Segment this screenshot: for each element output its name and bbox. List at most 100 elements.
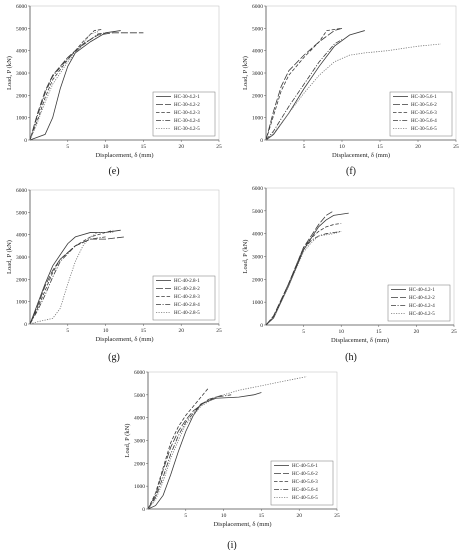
series-line-HC-40-2.8-5 (29, 232, 114, 325)
legend-label: HC-30-5.6-3 (411, 111, 437, 116)
x-tick-label: 10 (338, 329, 344, 335)
legend-box (152, 91, 216, 137)
x-tick-label: 5 (66, 328, 69, 334)
series-line-HC-40-2.8-4 (29, 236, 106, 325)
series-line-HC-30-4.2-5 (29, 31, 99, 141)
legend-box (152, 275, 216, 321)
y-tick-label: 0 (24, 322, 27, 328)
series-line-HC-30-5.6-3 (265, 27, 343, 141)
chart-panel-1: 0 1000 2000 3000 4000 5000 6000 5 10 15 20 25 Displa… (6, 4, 222, 177)
x-tick-label: 15 (141, 144, 147, 150)
y-tick-label: 1000 (252, 116, 263, 122)
y-tick-label: 3000 (252, 71, 263, 77)
legend-label: HC-30-5.6-5 (411, 127, 437, 132)
series-line-HC-40-5.6-1 (147, 392, 262, 510)
y-tick-label: 4000 (252, 49, 263, 55)
x-tick-label: 25 (334, 513, 340, 519)
y-tick-label: 5000 (252, 26, 263, 32)
x-axis-label: Displacement, δ (mm) (95, 336, 153, 343)
series-line-HC-30-4.2-3 (29, 29, 102, 141)
y-tick-label: 2000 (16, 93, 27, 99)
y-tick-label: 5000 (16, 26, 27, 32)
series-line-HC-40-2.8-3 (29, 229, 114, 325)
legend: HC-40-2.8-1 HC-40-2.8-2 HC-40-2.8-3 HC-40-2… (152, 275, 216, 321)
series-line-HC-40-2.8-1 (29, 229, 121, 325)
y-tick-label: 1000 (16, 116, 27, 122)
series-line-HC-30-5.6-1 (265, 30, 365, 141)
y-tick-label: 6000 (16, 4, 27, 10)
series-line-HC-40-4.2-1 (265, 212, 349, 326)
x-tick-label: 25 (216, 144, 222, 150)
x-axis-label: Displacement, δ (mm) (213, 521, 271, 528)
series-line-HC-40-5.6-2 (147, 394, 224, 510)
legend-label: HC-40-5.6-5 (292, 496, 318, 501)
y-tick-label: 2000 (252, 277, 263, 283)
x-tick-label: 10 (103, 328, 109, 334)
y-tick-label: 1000 (252, 300, 263, 306)
x-tick-label: 15 (377, 144, 383, 150)
x-tick-label: 20 (415, 144, 421, 150)
y-tick-label: 2000 (252, 93, 263, 99)
x-tick-label: 20 (414, 329, 420, 335)
y-tick-label: 6000 (252, 4, 263, 10)
chart-panel-4: 0 1000 2000 3000 4000 5000 6000 5 10 15 20 25 Displa… (242, 186, 457, 363)
legend-label: HC-40-2.8-4 (174, 303, 200, 308)
series-line-HC-30-4.2-4 (29, 32, 106, 141)
series-line-HC-30-4.2-2 (29, 32, 144, 141)
y-tick-label: 5000 (16, 210, 27, 216)
y-tick-label: 4000 (134, 416, 145, 422)
y-tick-label: 4000 (252, 232, 263, 238)
series-line-HC-40-4.2-5 (265, 230, 342, 326)
legend-label: HC-30-4.2-2 (174, 103, 200, 108)
series-line-HC-30-5.6-4 (265, 39, 343, 141)
y-tick-label: 4000 (16, 233, 27, 239)
x-tick-label: 5 (66, 144, 69, 150)
y-tick-label: 5000 (252, 209, 263, 215)
series-line-HC-40-4.2-4 (265, 230, 342, 326)
series-line-HC-40-2.8-2 (29, 236, 125, 325)
x-tick-label: 10 (339, 144, 345, 150)
y-tick-label: 4000 (16, 49, 27, 55)
x-tick-label: 5 (184, 513, 187, 519)
series-line-HC-40-5.6-5 (147, 376, 307, 510)
legend: HC-30-5.6-1 HC-30-5.6-2 HC-30-5.6-3 HC-30-5… (389, 91, 453, 137)
legend-label: HC-40-5.6-2 (292, 472, 318, 477)
legend-label: HC-40-4.2-2 (409, 296, 435, 301)
panel-caption: (i) (227, 540, 236, 550)
x-tick-label: 15 (141, 328, 147, 334)
x-tick-label: 25 (451, 329, 457, 335)
y-axis-label: Load, P (kN) (124, 424, 131, 458)
y-tick-label: 0 (260, 323, 263, 329)
y-tick-label: 6000 (134, 370, 145, 376)
legend-label: HC-40-2.8-1 (174, 279, 200, 284)
legend: HC-30-4.2-1 HC-30-4.2-2 HC-30-4.2-3 HC-30-4… (152, 91, 216, 137)
legend-label: HC-30-5.6-1 (411, 95, 437, 100)
chart-panel-2: 0 1000 2000 3000 4000 5000 6000 5 10 15 20 25 Displa… (242, 4, 459, 177)
y-tick-label: 6000 (16, 188, 27, 194)
series-line-HC-30-5.6-2 (265, 27, 343, 141)
legend-label: HC-40-4.2-5 (409, 312, 435, 317)
x-tick-label: 10 (221, 513, 227, 519)
chart-panel-5: 0 1000 2000 3000 4000 5000 6000 5 10 15 20 25 Displa… (124, 370, 340, 550)
legend-label: HC-40-5.6-3 (292, 480, 318, 485)
y-tick-label: 2000 (134, 461, 145, 467)
y-tick-label: 5000 (134, 393, 145, 399)
y-tick-label: 3000 (134, 439, 145, 445)
legend-label: HC-40-5.6-1 (292, 464, 318, 469)
x-tick-label: 20 (178, 328, 184, 334)
legend: HC-40-5.6-1 HC-40-5.6-2 HC-40-5.6-3 HC-40-5… (270, 460, 334, 506)
legend-label: HC-30-4.2-1 (174, 95, 200, 100)
chart-panel-3: 0 1000 2000 3000 4000 5000 6000 5 10 15 20 25 Displa… (6, 188, 222, 363)
y-tick-label: 1000 (16, 300, 27, 306)
y-tick-label: 3000 (16, 71, 27, 77)
legend-box (270, 460, 334, 506)
x-tick-label: 10 (103, 144, 109, 150)
y-axis-label: Load, P (kN) (6, 56, 13, 90)
legend-label: HC-40-4.2-4 (409, 304, 435, 309)
legend-box (389, 91, 453, 137)
y-tick-label: 2000 (16, 277, 27, 283)
y-tick-label: 3000 (16, 255, 27, 261)
legend-label: HC-30-4.2-3 (174, 111, 200, 116)
legend-box (387, 284, 451, 322)
